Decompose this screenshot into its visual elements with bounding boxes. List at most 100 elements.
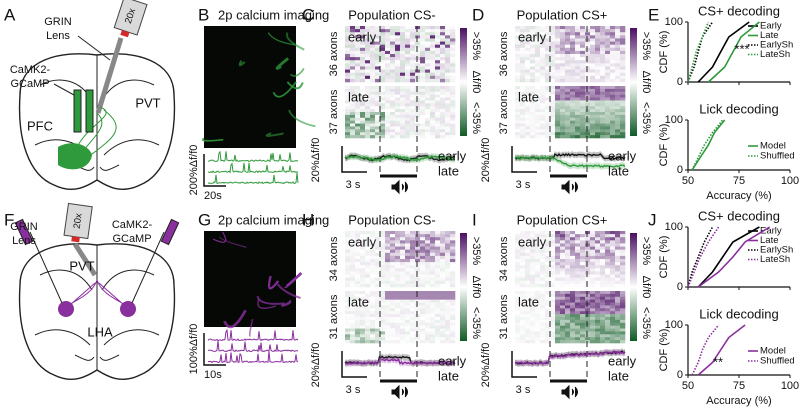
heatmap-cell (580, 297, 585, 300)
heatmap-cell (620, 303, 625, 306)
heatmap-cell (355, 115, 360, 118)
heatmap-cell (575, 331, 580, 334)
heatmap-cell (380, 247, 385, 250)
heatmap-cell (415, 92, 420, 95)
heatmap-cell (355, 126, 360, 129)
heatmap-cell (525, 129, 530, 132)
imaging-site-label: PVT (135, 95, 160, 110)
heatmap-cell (605, 256, 610, 259)
heatmap-cell (400, 66, 405, 69)
heatmap-cell (525, 278, 530, 281)
heatmap-cell (515, 70, 520, 73)
heatmap-cell (610, 100, 615, 103)
heatmap-cell (385, 60, 390, 63)
heatmap-cell (400, 284, 405, 287)
heatmap-cell (405, 66, 410, 69)
heatmap-cell (610, 334, 615, 337)
heatmap-cell (395, 106, 400, 109)
heatmap-cell (380, 326, 385, 329)
heatmap-cell (600, 115, 605, 118)
heatmap-cell (560, 35, 565, 38)
heatmap-cell (550, 243, 555, 246)
heatmap-cell (535, 317, 540, 320)
heatmap-cell (445, 262, 450, 265)
heatmap-cell (350, 262, 355, 265)
heatmap-cell (540, 320, 545, 323)
heatmap-cell (420, 326, 425, 329)
heatmap-cell (530, 334, 535, 337)
heatmap-cell (580, 48, 585, 51)
heatmap-cell (565, 115, 570, 118)
panel-title: Population CS+ (517, 212, 608, 227)
heatmap-cell (420, 311, 425, 314)
heatmap-cell (600, 331, 605, 334)
heatmap-cell (450, 73, 455, 76)
heatmap-cell (540, 297, 545, 300)
heatmap-cell (560, 132, 565, 135)
heatmap-cell (435, 329, 440, 332)
heatmap-cell (400, 262, 405, 265)
heatmap-cell (390, 115, 395, 118)
heatmap-cell (410, 115, 415, 118)
heatmap-cell (600, 268, 605, 271)
heatmap-cell (395, 98, 400, 101)
heatmap-cell (440, 95, 445, 98)
heatmap-cell (380, 26, 385, 29)
heatmap-cell (365, 73, 370, 76)
heatmap-cell (415, 300, 420, 303)
heatmap-cell (385, 86, 390, 89)
heatmap-cell (575, 281, 580, 284)
heatmap-cell (620, 268, 625, 271)
heatmap-cell (425, 32, 430, 35)
heatmap-cell (565, 63, 570, 66)
heatmap-cell (405, 231, 410, 234)
heatmap-cell (620, 271, 625, 274)
heatmap-cell (555, 308, 560, 311)
heatmap-cell (580, 340, 585, 343)
heatmap-cell (615, 124, 620, 127)
heatmap-cell (595, 334, 600, 337)
heatmap-cell (410, 271, 415, 274)
heatmap-cell (410, 265, 415, 268)
heatmap-cell (430, 231, 435, 234)
heatmap-cell (525, 112, 530, 115)
heatmap-cell (390, 268, 395, 271)
heatmap-cell (600, 109, 605, 112)
heatmap-cell (600, 129, 605, 132)
heatmap-cell (365, 340, 370, 343)
heatmap-cell (350, 329, 355, 332)
heatmap-cell (400, 109, 405, 112)
heatmap-cell (355, 256, 360, 259)
heatmap-cell (605, 271, 610, 274)
heatmap-cell (560, 109, 565, 112)
heatmap-cell (425, 129, 430, 132)
heatmap-cell (350, 73, 355, 76)
heatmap-cell (520, 323, 525, 326)
heatmap-cell (595, 268, 600, 271)
heatmap-cell (435, 326, 440, 329)
heatmap-cell (580, 311, 585, 314)
heatmap-cell (610, 32, 615, 35)
heatmap-cell (550, 278, 555, 281)
heatmap-cell (520, 340, 525, 343)
heatmap-cell (365, 265, 370, 268)
heatmap-cell (615, 66, 620, 69)
heatmap-cell (380, 240, 385, 243)
heatmap-cell (410, 256, 415, 259)
heatmap-cell (360, 281, 365, 284)
heatmap-cell (415, 132, 420, 135)
heatmap-cell (440, 79, 445, 82)
heatmap-cell (520, 118, 525, 121)
heatmap-cell (440, 135, 445, 138)
heatmap-cell (445, 112, 450, 115)
heatmap-cell (605, 92, 610, 95)
heatmap-cell (565, 300, 570, 303)
heatmap-cell (390, 54, 395, 57)
micrograph (204, 26, 296, 148)
heatmap-cell (435, 271, 440, 274)
heatmap-cell (435, 256, 440, 259)
heatmap-cell (620, 305, 625, 308)
heatmap-cell (600, 103, 605, 106)
heatmap-cell (390, 66, 395, 69)
heatmap-cell (380, 118, 385, 121)
